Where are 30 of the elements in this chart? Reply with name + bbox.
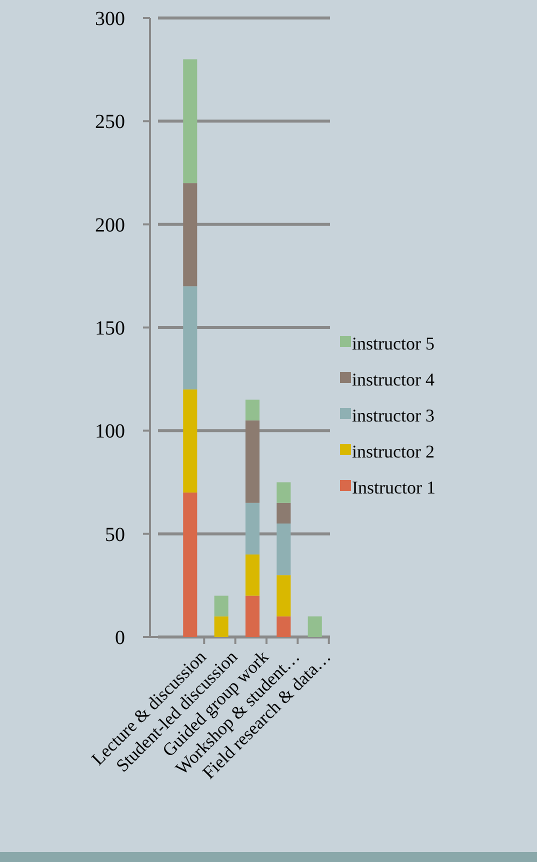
y-tick-label: 200 (95, 214, 125, 236)
bar (245, 420, 260, 503)
y-tick-label: 50 (105, 524, 125, 546)
legend-label: Instructor 1 (352, 477, 436, 498)
legend-label: instructor 4 (352, 369, 434, 390)
y-tick-label: 150 (95, 318, 125, 340)
legend-label: instructor 3 (352, 405, 434, 426)
bar (245, 502, 260, 554)
bar (276, 502, 291, 524)
bar (276, 575, 291, 616)
bar (183, 389, 198, 493)
y-tick-label: 100 (95, 420, 125, 443)
bar (245, 554, 260, 596)
bar (276, 524, 291, 576)
legend-label: instructor 5 (352, 333, 434, 354)
y-tick-label: 250 (95, 111, 125, 134)
bar (308, 616, 322, 637)
y-tick-label: 0 (115, 627, 125, 649)
bar (214, 616, 228, 637)
bar (183, 286, 198, 390)
bar (214, 596, 228, 616)
bar (276, 482, 291, 503)
bar (183, 59, 198, 184)
bar (183, 183, 198, 286)
bar (183, 492, 198, 637)
bar (245, 596, 260, 637)
y-tick-label: 300 (95, 8, 125, 30)
legend-label: instructor 2 (352, 441, 434, 462)
bar (276, 616, 291, 637)
bar (245, 400, 260, 420)
